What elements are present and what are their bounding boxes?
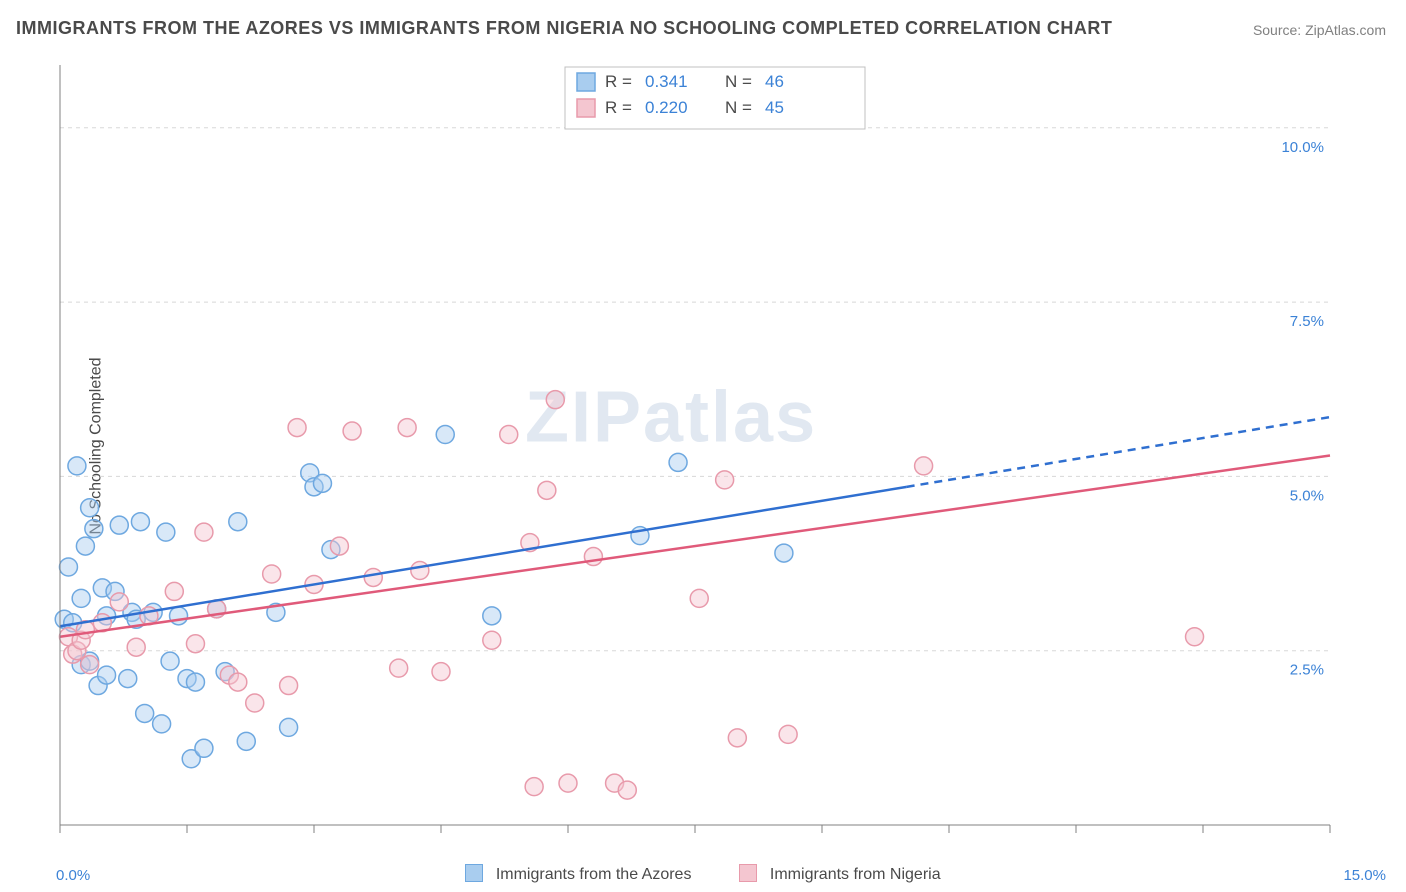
legend-swatch-nigeria xyxy=(739,864,757,882)
legend-label-azores: Immigrants from the Azores xyxy=(496,866,692,883)
svg-text:N =: N = xyxy=(725,72,752,91)
svg-text:N =: N = xyxy=(725,98,752,117)
legend-item-nigeria: Immigrants from Nigeria xyxy=(739,864,940,884)
svg-text:2.5%: 2.5% xyxy=(1290,662,1324,679)
svg-text:10.0%: 10.0% xyxy=(1281,139,1324,156)
chart-title: IMMIGRANTS FROM THE AZORES VS IMMIGRANTS… xyxy=(16,18,1112,39)
plot-area: 2.5% 5.0% 7.5% 10.0% ZIPatlas R = 0.341 N = 46 R … xyxy=(50,55,1386,852)
svg-text:7.5%: 7.5% xyxy=(1290,313,1324,330)
svg-text:0.341: 0.341 xyxy=(645,72,688,91)
svg-text:45: 45 xyxy=(765,98,784,117)
svg-text:0.220: 0.220 xyxy=(645,98,688,117)
legend-label-nigeria: Immigrants from Nigeria xyxy=(770,866,941,883)
legend-swatch-azores xyxy=(465,864,483,882)
svg-text:46: 46 xyxy=(765,72,784,91)
svg-text:R =: R = xyxy=(605,72,632,91)
series-legend: Immigrants from the Azores Immigrants fr… xyxy=(0,864,1406,884)
svg-text:5.0%: 5.0% xyxy=(1290,487,1324,504)
svg-text:ZIPatlas: ZIPatlas xyxy=(525,378,817,458)
legend-item-azores: Immigrants from the Azores xyxy=(465,864,691,884)
scatter-chart-svg: 2.5% 5.0% 7.5% 10.0% ZIPatlas R = 0.341 N = 46 R … xyxy=(50,55,1386,852)
svg-text:R =: R = xyxy=(605,98,632,117)
source-label: Source: ZipAtlas.com xyxy=(1253,22,1386,38)
